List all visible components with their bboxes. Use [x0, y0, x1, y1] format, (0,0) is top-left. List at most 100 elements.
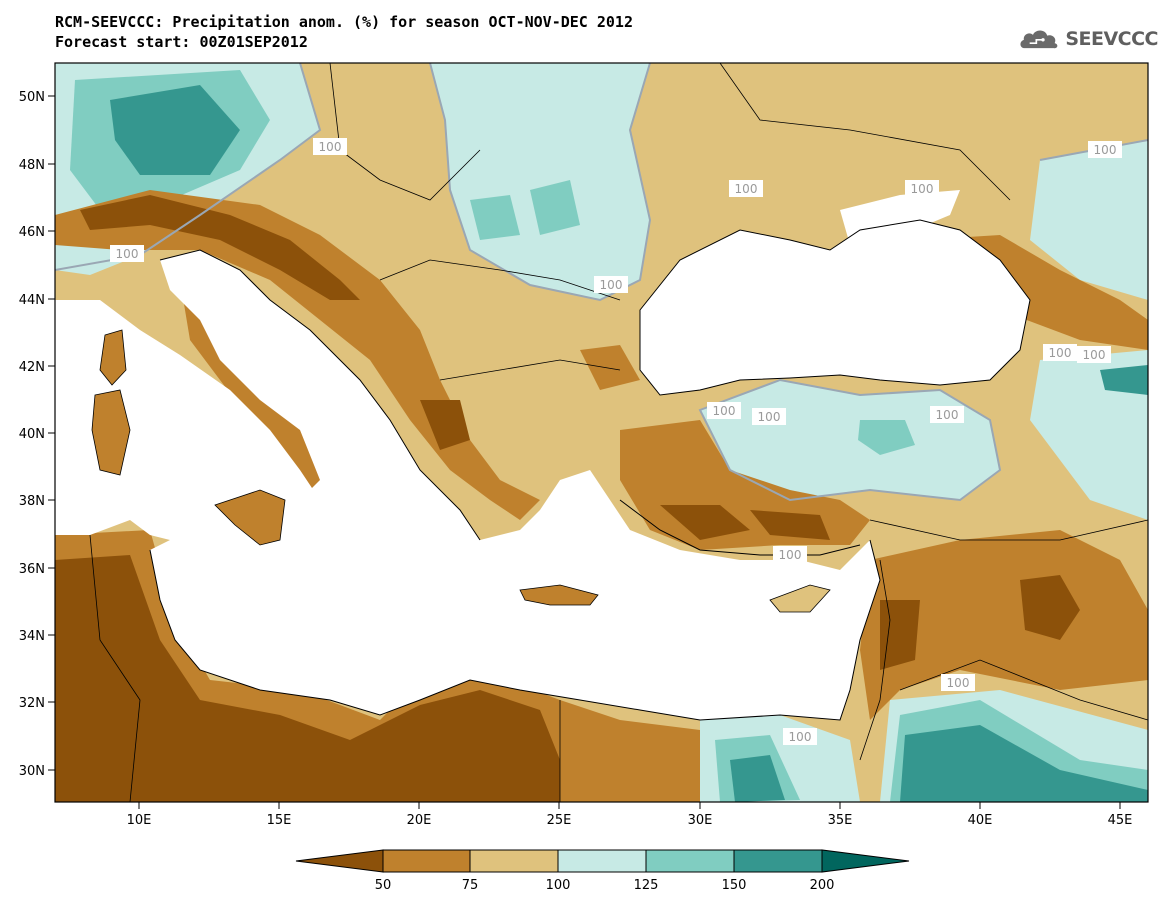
- contour-label: 100: [110, 245, 144, 262]
- title-line-2: Forecast start: 00Z01SEP2012: [55, 33, 308, 51]
- svg-text:100: 100: [713, 404, 736, 418]
- wet-region-romania: [430, 63, 650, 300]
- black-sea: [640, 220, 1030, 395]
- seevccc-logo: SEEVCCC: [1018, 24, 1158, 54]
- wet-strong-caucasus: [1100, 365, 1148, 395]
- azov-sea: [840, 190, 960, 245]
- wet-strong-arabia: [900, 725, 1148, 802]
- svg-text:100: 100: [116, 247, 139, 261]
- contour-label: 100: [313, 138, 347, 155]
- contour-label: 100: [783, 728, 817, 745]
- colorbar-swatch-150-200: [733, 849, 823, 873]
- map-plot-area: [55, 63, 1148, 802]
- country-borders: [89, 63, 1148, 802]
- island-corsica: [99, 329, 127, 386]
- svg-text:100: 100: [789, 730, 812, 744]
- colorbar-label: 50: [375, 878, 392, 893]
- svg-text:100: 100: [735, 182, 758, 196]
- lat-tick: 40N: [19, 427, 55, 442]
- svg-text:100: 100: [936, 408, 959, 422]
- contour-label: 100: [930, 406, 964, 423]
- colorbar-swatch-50-75: [382, 849, 471, 873]
- lat-tick: 34N: [19, 629, 55, 644]
- lat-tick: 50N: [19, 90, 55, 105]
- svg-text:34N: 34N: [19, 629, 45, 644]
- lon-tick: 30E: [688, 802, 713, 828]
- lat-tick: 30N: [19, 764, 55, 779]
- lon-tick: 20E: [407, 802, 431, 828]
- svg-text:45E: 45E: [1108, 813, 1133, 828]
- contour-label: 100: [729, 180, 763, 197]
- contour-label: 100: [905, 180, 939, 197]
- contour-label: 100: [941, 674, 975, 691]
- contour-label: 100: [1043, 344, 1077, 361]
- colorbar-swatch-below-50: [295, 849, 384, 873]
- lat-tick: 42N: [19, 360, 55, 375]
- island-sardinia: [91, 389, 131, 476]
- lon-tick: 40E: [968, 802, 993, 828]
- very-dry-anatolia: [660, 505, 830, 540]
- colorbar-swatch-75-100: [469, 849, 559, 873]
- longitude-axis: 10E 15E 20E 25E 30E 35E 40E 45E: [127, 802, 1133, 828]
- colorbar: [295, 849, 910, 873]
- wet-medium-romania: [470, 180, 580, 240]
- contour-label: 100: [773, 546, 807, 563]
- svg-text:100: 100: [758, 410, 781, 424]
- very-dry-syria: [880, 575, 1080, 670]
- lat-tick: 46N: [19, 225, 55, 240]
- contour-label: 100: [594, 276, 628, 293]
- svg-text:100: 100: [1083, 348, 1106, 362]
- map-title: RCM-SEEVCCC: Precipitation anom. (%) for…: [55, 12, 633, 52]
- contour-label: 100: [707, 402, 741, 419]
- svg-text:35E: 35E: [828, 813, 853, 828]
- lat-tick: 44N: [19, 293, 55, 308]
- svg-text:100: 100: [319, 140, 342, 154]
- svg-text:40N: 40N: [19, 427, 45, 442]
- lat-tick: 48N: [19, 158, 55, 173]
- svg-text:100: 100: [947, 676, 970, 690]
- svg-text:15E: 15E: [267, 813, 292, 828]
- lon-tick: 45E: [1108, 802, 1133, 828]
- island-cyprus: [769, 584, 831, 613]
- svg-text:100: 100: [1049, 346, 1072, 360]
- svg-text:100: 100: [600, 278, 623, 292]
- lon-tick: 10E: [127, 802, 152, 828]
- lon-tick: 15E: [267, 802, 292, 828]
- island-crete: [519, 584, 599, 606]
- svg-text:30E: 30E: [688, 813, 713, 828]
- lon-tick: 35E: [828, 802, 853, 828]
- wet-strong-sinai: [730, 755, 785, 802]
- svg-text:100: 100: [779, 548, 802, 562]
- colorbar-swatch-above-200: [821, 849, 910, 873]
- coastlines: [149, 219, 1031, 721]
- svg-text:40E: 40E: [968, 813, 993, 828]
- svg-text:10E: 10E: [127, 813, 152, 828]
- svg-text:42N: 42N: [19, 360, 45, 375]
- wet-region-russia-east: [1030, 140, 1148, 300]
- lat-tick: 32N: [19, 696, 55, 711]
- cloud-logo-icon: [1020, 30, 1058, 49]
- mediterranean-sea: [55, 250, 880, 720]
- wet-medium-anatolia: [858, 420, 915, 455]
- lat-tick: 36N: [19, 562, 55, 577]
- svg-text:25E: 25E: [547, 813, 572, 828]
- latitude-axis: 50N 48N 46N 44N 42N 40N 38N 36N 34N 32N …: [19, 90, 55, 779]
- svg-text:48N: 48N: [19, 158, 45, 173]
- island-sicily: [214, 489, 286, 546]
- svg-text:100: 100: [911, 182, 934, 196]
- contour-labels: 100 100 100 100 100 100 100 100 100 100 …: [110, 138, 1122, 745]
- logo-text: SEEVCCC: [1065, 28, 1158, 50]
- svg-text:38N: 38N: [19, 494, 45, 509]
- very-dry-alps: [80, 195, 360, 300]
- lon-tick: 25E: [547, 802, 572, 828]
- contour-label: 100: [752, 408, 786, 425]
- svg-text:32N: 32N: [19, 696, 45, 711]
- colorbar-label: 200: [810, 878, 835, 893]
- very-dry-north-africa: [55, 555, 560, 802]
- colorbar-label: 150: [722, 878, 747, 893]
- contour-label: 100: [1088, 141, 1122, 158]
- colorbar-label: 125: [634, 878, 659, 893]
- dry-region-bulgaria: [580, 345, 640, 390]
- colorbar-labels: 50 75 100 125 150 200: [375, 878, 835, 893]
